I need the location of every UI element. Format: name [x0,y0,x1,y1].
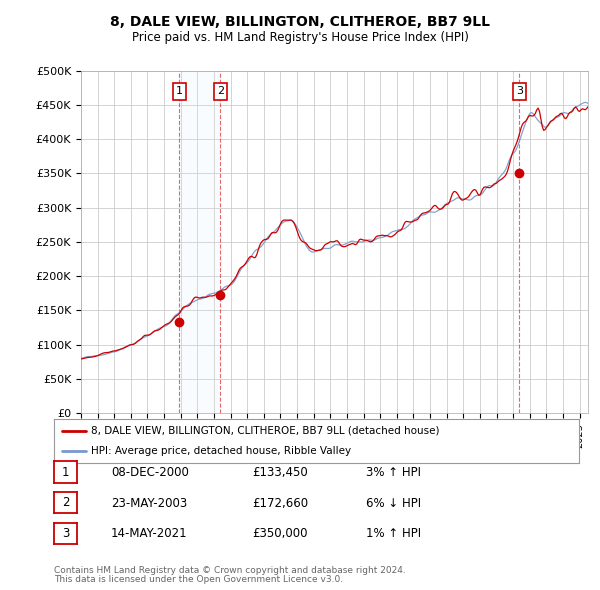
Text: £172,660: £172,660 [252,497,308,510]
Text: 1% ↑ HPI: 1% ↑ HPI [366,527,421,540]
Text: Price paid vs. HM Land Registry's House Price Index (HPI): Price paid vs. HM Land Registry's House … [131,31,469,44]
Text: 3% ↑ HPI: 3% ↑ HPI [366,466,421,479]
Text: £133,450: £133,450 [252,466,308,479]
Text: 2: 2 [217,86,224,96]
Text: This data is licensed under the Open Government Licence v3.0.: This data is licensed under the Open Gov… [54,575,343,584]
Bar [179,71,220,413]
Text: HPI: Average price, detached house, Ribble Valley: HPI: Average price, detached house, Ribb… [91,446,351,456]
Text: 23-MAY-2003: 23-MAY-2003 [111,497,187,510]
Text: 14-MAY-2021: 14-MAY-2021 [111,527,188,540]
Text: 6% ↓ HPI: 6% ↓ HPI [366,497,421,510]
Text: 8, DALE VIEW, BILLINGTON, CLITHEROE, BB7 9LL: 8, DALE VIEW, BILLINGTON, CLITHEROE, BB7… [110,15,490,29]
Text: 1: 1 [176,86,183,96]
Text: £350,000: £350,000 [252,527,308,540]
Text: 08-DEC-2000: 08-DEC-2000 [111,466,189,479]
Text: 3: 3 [516,86,523,96]
Text: 1: 1 [62,466,69,478]
Text: Contains HM Land Registry data © Crown copyright and database right 2024.: Contains HM Land Registry data © Crown c… [54,566,406,575]
Text: 8, DALE VIEW, BILLINGTON, CLITHEROE, BB7 9LL (detached house): 8, DALE VIEW, BILLINGTON, CLITHEROE, BB7… [91,426,439,436]
Text: 2: 2 [62,496,69,509]
Text: 3: 3 [62,527,69,540]
